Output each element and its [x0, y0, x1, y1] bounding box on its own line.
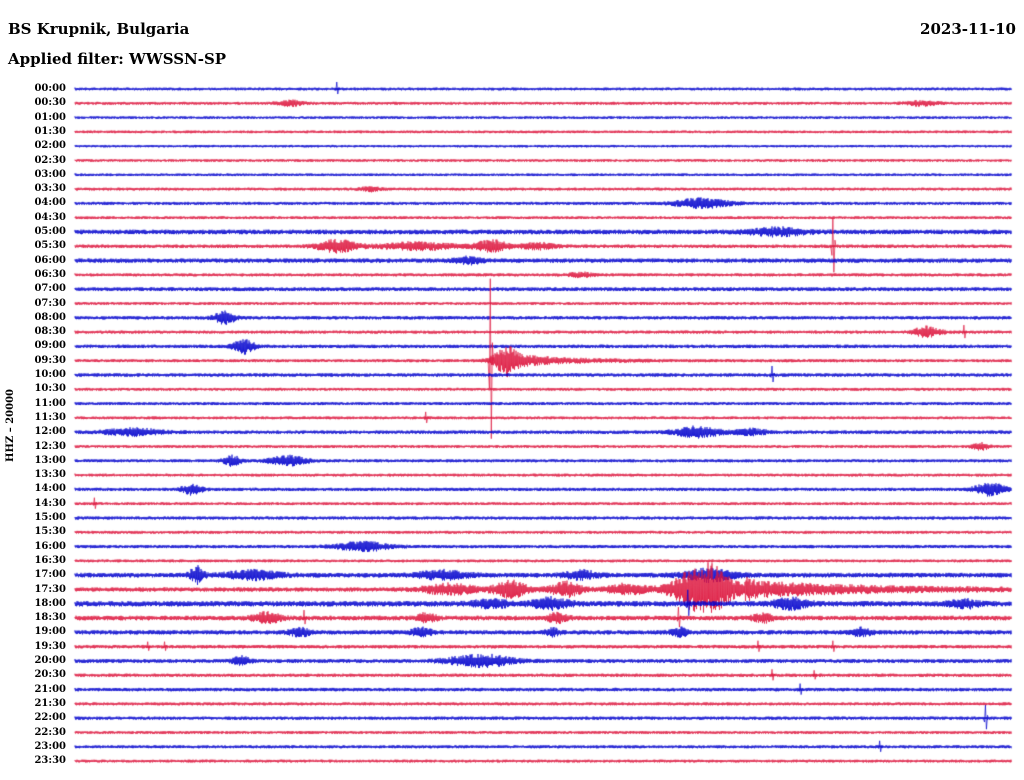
helicorder-page: BS Krupnik, Bulgaria 2023-11-10 Applied … — [0, 0, 1024, 780]
seismogram-canvas — [0, 0, 1024, 780]
